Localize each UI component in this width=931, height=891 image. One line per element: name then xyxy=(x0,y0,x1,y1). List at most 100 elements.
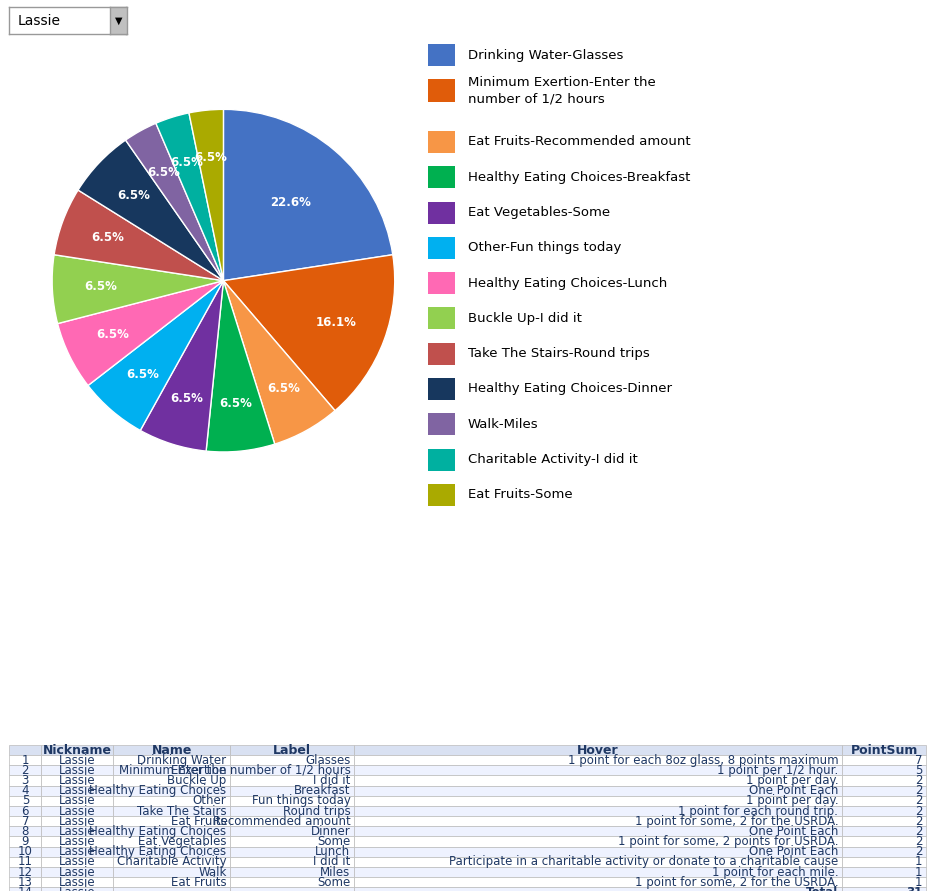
Bar xyxy=(842,796,926,806)
Bar xyxy=(9,837,41,846)
Wedge shape xyxy=(126,123,223,281)
FancyBboxPatch shape xyxy=(428,378,455,400)
Text: 1 point for some, 2 for the USRDA.: 1 point for some, 2 for the USRDA. xyxy=(635,814,838,828)
Text: Eat Vegetables-Some: Eat Vegetables-Some xyxy=(467,206,610,219)
Text: 1 point for each round trip.: 1 point for each round trip. xyxy=(679,805,838,818)
Text: Healthy Eating Choices-Lunch: Healthy Eating Choices-Lunch xyxy=(467,276,667,290)
Bar xyxy=(113,765,230,775)
Text: 7: 7 xyxy=(21,814,29,828)
Text: Charitable Activity-I did it: Charitable Activity-I did it xyxy=(467,453,638,466)
Wedge shape xyxy=(88,281,223,430)
Text: I did it: I did it xyxy=(313,774,350,787)
Wedge shape xyxy=(189,110,223,281)
Bar xyxy=(9,775,41,786)
Text: 1 point per day.: 1 point per day. xyxy=(746,774,838,787)
Bar xyxy=(842,846,926,857)
Bar xyxy=(41,846,113,857)
Text: Total: Total xyxy=(806,886,838,891)
Bar xyxy=(230,826,354,837)
Text: Other: Other xyxy=(193,795,226,807)
Bar xyxy=(113,816,230,826)
Bar xyxy=(41,796,113,806)
Bar xyxy=(230,837,354,846)
FancyBboxPatch shape xyxy=(428,413,455,436)
Wedge shape xyxy=(223,281,335,444)
Bar xyxy=(842,755,926,765)
Text: 8: 8 xyxy=(21,825,29,838)
Bar xyxy=(41,775,113,786)
Bar xyxy=(842,745,926,755)
Text: Buckle Up: Buckle Up xyxy=(168,774,226,787)
Text: 11: 11 xyxy=(18,855,33,869)
FancyBboxPatch shape xyxy=(428,79,455,102)
Text: Walk: Walk xyxy=(198,865,226,879)
Bar xyxy=(41,826,113,837)
Bar xyxy=(230,796,354,806)
Text: 6.5%: 6.5% xyxy=(170,392,203,405)
Bar xyxy=(354,775,842,786)
Text: Label: Label xyxy=(273,743,311,756)
Text: Lassie: Lassie xyxy=(59,795,96,807)
Bar xyxy=(354,887,842,891)
Text: 1: 1 xyxy=(915,865,923,879)
Text: 6.5%: 6.5% xyxy=(267,382,300,395)
FancyBboxPatch shape xyxy=(428,484,455,506)
Bar xyxy=(41,786,113,796)
Wedge shape xyxy=(78,140,223,281)
Wedge shape xyxy=(54,190,223,281)
Bar xyxy=(113,837,230,846)
Text: One Point Each: One Point Each xyxy=(749,846,838,858)
Text: Lassie: Lassie xyxy=(59,784,96,797)
Text: Take The Stairs: Take The Stairs xyxy=(137,805,226,818)
Text: Hover: Hover xyxy=(577,743,619,756)
Text: Take The Stairs-Round trips: Take The Stairs-Round trips xyxy=(467,347,650,360)
Bar xyxy=(230,887,354,891)
Bar xyxy=(9,846,41,857)
FancyBboxPatch shape xyxy=(428,343,455,364)
Text: 1 point per day.: 1 point per day. xyxy=(746,795,838,807)
Bar xyxy=(41,745,113,755)
Text: Breakfast: Breakfast xyxy=(294,784,350,797)
Text: 5: 5 xyxy=(915,764,923,777)
Text: Minimum Exertion: Minimum Exertion xyxy=(119,764,226,777)
Text: 2: 2 xyxy=(21,764,29,777)
Text: 6.5%: 6.5% xyxy=(91,232,124,244)
Bar xyxy=(842,867,926,877)
Bar xyxy=(113,887,230,891)
Bar xyxy=(230,877,354,887)
Bar xyxy=(9,755,41,765)
FancyBboxPatch shape xyxy=(428,448,455,470)
Text: Healthy Eating Choices-Dinner: Healthy Eating Choices-Dinner xyxy=(467,382,672,396)
Bar xyxy=(842,816,926,826)
Bar xyxy=(230,745,354,755)
Bar xyxy=(41,887,113,891)
Bar xyxy=(354,755,842,765)
Bar xyxy=(842,786,926,796)
Text: 1: 1 xyxy=(915,855,923,869)
Text: 7: 7 xyxy=(915,754,923,766)
Text: Buckle Up-I did it: Buckle Up-I did it xyxy=(467,312,582,325)
Bar xyxy=(842,887,926,891)
Wedge shape xyxy=(223,255,395,411)
Bar xyxy=(230,857,354,867)
Bar xyxy=(9,806,41,816)
Text: 1 point for some, 2 for the USRDA.: 1 point for some, 2 for the USRDA. xyxy=(635,876,838,888)
Text: Lassie: Lassie xyxy=(59,876,96,888)
Wedge shape xyxy=(206,281,275,452)
Text: 6.5%: 6.5% xyxy=(96,329,129,341)
Text: 2: 2 xyxy=(915,835,923,848)
Bar xyxy=(230,765,354,775)
Text: 16.1%: 16.1% xyxy=(316,315,357,329)
FancyBboxPatch shape xyxy=(428,272,455,294)
Bar xyxy=(9,816,41,826)
FancyBboxPatch shape xyxy=(428,307,455,330)
Bar xyxy=(41,837,113,846)
Text: Drinking Water: Drinking Water xyxy=(138,754,226,766)
Bar xyxy=(113,796,230,806)
Text: Participate in a charitable activity or donate to a charitable cause: Participate in a charitable activity or … xyxy=(449,855,838,869)
Text: 6.5%: 6.5% xyxy=(117,189,151,202)
FancyBboxPatch shape xyxy=(428,201,455,224)
Text: I did it: I did it xyxy=(313,855,350,869)
Text: Some: Some xyxy=(317,835,350,848)
Bar xyxy=(354,837,842,846)
